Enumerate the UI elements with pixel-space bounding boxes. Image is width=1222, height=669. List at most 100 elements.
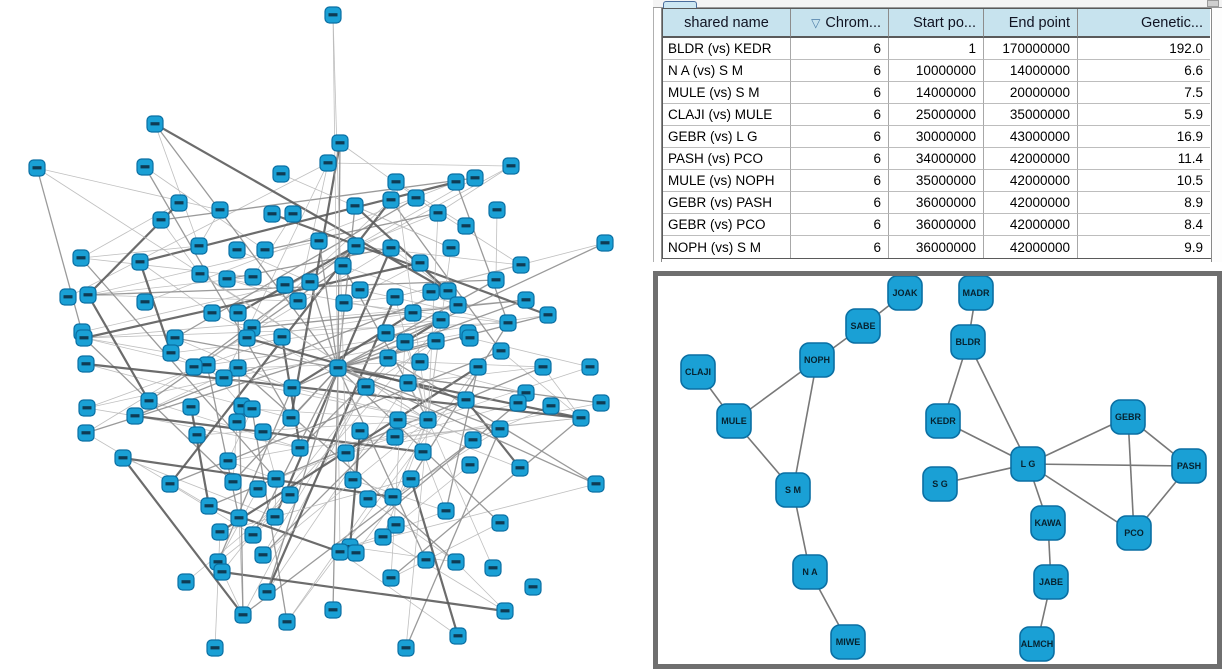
network-node[interactable] <box>146 115 164 133</box>
table-cell[interactable]: 6 <box>791 170 889 192</box>
network-node[interactable] <box>449 627 467 645</box>
network-node[interactable] <box>407 189 425 207</box>
network-node[interactable] <box>203 304 221 322</box>
table-cell[interactable]: 35000000 <box>889 170 984 192</box>
network-node[interactable] <box>382 569 400 587</box>
network-node[interactable] <box>432 311 450 329</box>
network-node[interactable] <box>377 324 395 342</box>
subnetwork-node-mule[interactable]: MULE <box>716 403 752 439</box>
table-cell[interactable]: CLAJI (vs) MULE <box>663 104 791 126</box>
table-tab-fragment[interactable] <box>663 1 697 8</box>
subnetwork-node-pco[interactable]: PCO <box>1116 515 1152 551</box>
network-node[interactable] <box>461 456 479 474</box>
table-cell[interactable]: 10.5 <box>1078 170 1210 192</box>
network-node[interactable] <box>244 526 262 544</box>
network-node[interactable] <box>346 197 364 215</box>
table-cell[interactable]: 170000000 <box>984 38 1078 60</box>
network-node[interactable] <box>190 237 208 255</box>
network-node[interactable] <box>417 551 435 569</box>
table-cell[interactable]: BLDR (vs) KEDR <box>663 38 791 60</box>
network-node[interactable] <box>402 470 420 488</box>
table-right-scrollbar[interactable] <box>1211 8 1222 262</box>
network-node[interactable] <box>131 253 149 271</box>
table-row[interactable]: N A (vs) S M 6 10000000 14000000 6.6 <box>663 60 1212 82</box>
table-cell[interactable]: 8.4 <box>1078 214 1210 236</box>
network-node[interactable] <box>442 239 460 257</box>
table-cell[interactable]: 20000000 <box>984 82 1078 104</box>
table-cell[interactable]: 6 <box>791 82 889 104</box>
network-node[interactable] <box>517 291 535 309</box>
network-node[interactable] <box>347 544 365 562</box>
network-node[interactable] <box>79 286 97 304</box>
network-node[interactable] <box>126 407 144 425</box>
network-node[interactable] <box>382 239 400 257</box>
network-node[interactable] <box>524 578 542 596</box>
table-row[interactable]: GEBR (vs) PASH 6 36000000 42000000 8.9 <box>663 192 1212 214</box>
table-cell[interactable]: 8.9 <box>1078 192 1210 214</box>
table-row[interactable]: PASH (vs) PCO 6 34000000 42000000 11.4 <box>663 148 1212 170</box>
table-row[interactable]: GEBR (vs) L G 6 30000000 43000000 16.9 <box>663 126 1212 148</box>
network-node[interactable] <box>374 528 392 546</box>
network-node[interactable] <box>256 241 274 259</box>
network-node[interactable] <box>219 452 237 470</box>
network-node[interactable] <box>344 471 362 489</box>
network-node[interactable] <box>77 424 95 442</box>
table-cell[interactable]: 5.9 <box>1078 104 1210 126</box>
network-node[interactable] <box>324 601 342 619</box>
table-cell[interactable]: N A (vs) S M <box>663 60 791 82</box>
table-row[interactable]: CLAJI (vs) MULE 6 25000000 35000000 5.9 <box>663 104 1212 126</box>
subnetwork-edge[interactable] <box>1027 463 1190 467</box>
network-node[interactable] <box>587 475 605 493</box>
table-cell[interactable]: GEBR (vs) L G <box>663 126 791 148</box>
network-node[interactable] <box>140 392 158 410</box>
network-node[interactable] <box>511 459 529 477</box>
table-cell[interactable]: 7.5 <box>1078 82 1210 104</box>
table-row[interactable]: GEBR (vs) PCO 6 36000000 42000000 8.4 <box>663 214 1212 236</box>
table-cell[interactable]: GEBR (vs) PCO <box>663 214 791 236</box>
network-node[interactable] <box>310 232 328 250</box>
network-node[interactable] <box>379 349 397 367</box>
network-node[interactable] <box>291 439 309 457</box>
network-node[interactable] <box>229 359 247 377</box>
network-node[interactable] <box>162 344 180 362</box>
subnetwork-node-s-g[interactable]: S G <box>922 466 958 502</box>
network-node[interactable] <box>496 602 514 620</box>
table-cell[interactable]: 6 <box>791 60 889 82</box>
network-node[interactable] <box>319 154 337 172</box>
subnetwork-node-jabe[interactable]: JABE <box>1033 564 1069 600</box>
network-node[interactable] <box>258 583 276 601</box>
subnetwork-node-almch[interactable]: ALMCH <box>1019 626 1055 662</box>
network-node[interactable] <box>487 271 505 289</box>
table-cell[interactable]: 10000000 <box>889 60 984 82</box>
subnetwork-node-madr[interactable]: MADR <box>958 276 994 311</box>
table-cell[interactable]: 6 <box>791 148 889 170</box>
network-node[interactable] <box>211 201 229 219</box>
network-node[interactable] <box>386 288 404 306</box>
network-node[interactable] <box>206 639 224 657</box>
subnetwork-node-gebr[interactable]: GEBR <box>1110 399 1146 435</box>
network-node[interactable] <box>228 413 246 431</box>
main-network-view[interactable] <box>0 0 652 669</box>
table-cell[interactable]: 6 <box>791 236 889 258</box>
network-node[interactable] <box>411 254 429 272</box>
network-node[interactable] <box>404 304 422 322</box>
network-node[interactable] <box>447 173 465 191</box>
network-node[interactable] <box>28 159 46 177</box>
table-cell[interactable]: 34000000 <box>889 148 984 170</box>
network-node[interactable] <box>230 509 248 527</box>
network-node[interactable] <box>283 379 301 397</box>
network-node[interactable] <box>289 292 307 310</box>
network-node[interactable] <box>267 470 285 488</box>
network-node[interactable] <box>273 328 291 346</box>
network-node[interactable] <box>114 449 132 467</box>
table-cell[interactable]: 6 <box>791 214 889 236</box>
subnetwork-node-pash[interactable]: PASH <box>1171 448 1207 484</box>
network-node[interactable] <box>534 358 552 376</box>
network-node[interactable] <box>170 194 188 212</box>
network-node[interactable] <box>211 523 229 541</box>
network-node[interactable] <box>389 411 407 429</box>
network-node[interactable] <box>329 359 347 377</box>
network-node[interactable] <box>469 358 487 376</box>
network-node[interactable] <box>387 173 405 191</box>
table-cell[interactable]: 14000000 <box>984 60 1078 82</box>
